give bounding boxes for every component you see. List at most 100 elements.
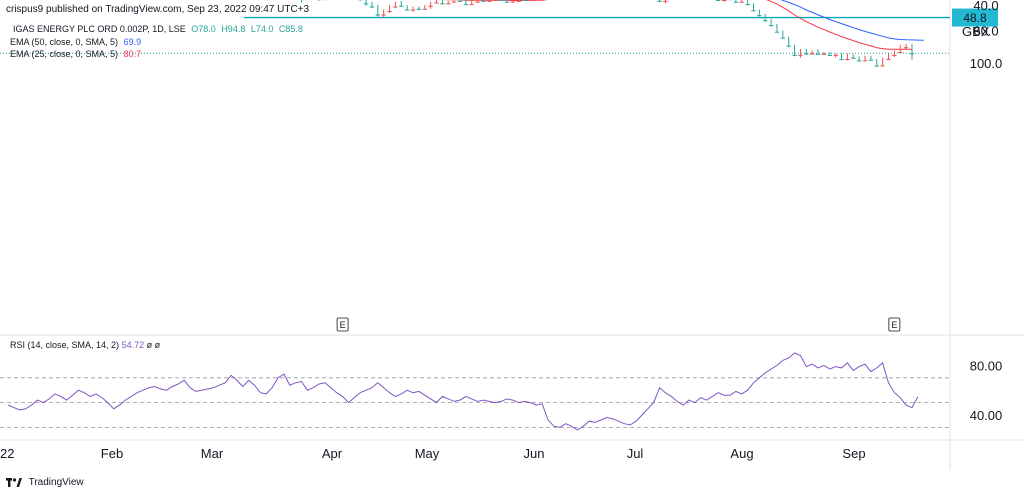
earnings-marker-label: E <box>340 320 346 330</box>
candle-body <box>387 11 391 12</box>
rsi-tick-label: 80.00 <box>970 358 1003 373</box>
candle-body <box>516 1 520 2</box>
candle-body <box>810 53 814 54</box>
candle-body <box>857 60 861 61</box>
candle-body <box>869 60 873 61</box>
candle-body <box>763 20 767 21</box>
footer-brand-label: TradingView <box>29 477 84 488</box>
candle-body <box>863 60 867 61</box>
time-tick-label: Aug <box>730 446 753 461</box>
rsi-value: 54.72 <box>122 340 145 350</box>
candle-body <box>787 46 791 47</box>
candle-body <box>845 59 849 60</box>
symbol-legend: IGAS ENERGY PLC ORD 0.002P, 1D, LSE O78.… <box>10 24 303 34</box>
ohlc-high: H94.8 <box>221 24 245 34</box>
currency-label: GBX <box>962 24 989 39</box>
ema50-label: EMA (50, close, 0, SMA, 5) <box>10 37 118 47</box>
candle-body <box>722 0 726 1</box>
candle-body <box>769 25 773 26</box>
candle-body <box>657 1 661 2</box>
candle-body <box>399 6 403 7</box>
candle-body <box>505 2 509 3</box>
candle-body <box>405 10 409 11</box>
candle-body <box>892 55 896 56</box>
tradingview-logo-icon <box>6 478 22 487</box>
candle-body <box>898 52 902 53</box>
candle-body <box>792 55 796 56</box>
candle-body <box>428 6 432 7</box>
candle-body <box>493 0 497 1</box>
rsi-line <box>8 353 918 430</box>
price-tick-label: 40.0 <box>973 0 998 13</box>
time-tick-label: Feb <box>101 446 123 461</box>
candle-body <box>376 14 380 15</box>
ema25-value: 80.7 <box>124 49 142 59</box>
ema50-legend: EMA (50, close, 0, SMA, 5) 69.9 <box>10 37 141 47</box>
candle-body <box>470 4 474 5</box>
rsi-extra: ø ø <box>147 340 161 350</box>
candle-body <box>511 2 515 3</box>
candle-body <box>740 2 744 3</box>
rsi-tick-label: 40.00 <box>970 408 1003 423</box>
candle-body <box>370 7 374 8</box>
candle-body <box>393 7 397 8</box>
candle-body <box>910 53 914 54</box>
candle-body <box>522 0 526 1</box>
earnings-marker-label: E <box>891 320 897 330</box>
candle-body <box>781 38 785 39</box>
ema25-label: EMA (25, close, 0, SMA, 5) <box>10 49 118 59</box>
publication-credit: crispus9 published on TradingView.com, S… <box>6 4 309 15</box>
time-tick-label: Apr <box>322 446 343 461</box>
candle-body <box>528 0 532 1</box>
time-tick-label: Jul <box>627 446 644 461</box>
candle-body <box>851 58 855 59</box>
time-tick-label: Mar <box>201 446 224 461</box>
candle-body <box>423 9 427 10</box>
candle-body <box>904 47 908 48</box>
candle-body <box>452 2 456 3</box>
time-tick-label: 2022 <box>0 446 14 461</box>
candle-body <box>381 14 385 15</box>
candle-body <box>499 0 503 1</box>
ohlc-low: L74.0 <box>251 24 274 34</box>
candle-body <box>434 3 438 4</box>
candle-body <box>822 54 826 55</box>
candle-body <box>734 2 738 3</box>
candle-body <box>481 1 485 2</box>
candle-body <box>751 10 755 11</box>
candle-body <box>775 32 779 33</box>
price-tick-label: 100.0 <box>970 56 1003 71</box>
candle-body <box>464 4 468 5</box>
candle-body <box>833 55 837 56</box>
rsi-legend: RSI (14, close, SMA, 14, 2) 54.72 ø ø <box>10 340 160 350</box>
ohlc-close: C85.8 <box>279 24 303 34</box>
candle-body <box>828 55 832 56</box>
time-tick-label: May <box>415 446 440 461</box>
candle-body <box>475 2 479 3</box>
time-tick-label: Jun <box>524 446 545 461</box>
time-tick-label: Sep <box>842 446 865 461</box>
ema25-legend: EMA (25, close, 0, SMA, 5) 80.7 <box>10 49 141 59</box>
candle-body <box>487 1 491 2</box>
candle-body <box>798 55 802 56</box>
candle-body <box>364 3 368 4</box>
candle-body <box>446 3 450 4</box>
candle-body <box>804 53 808 54</box>
symbol-title: IGAS ENERGY PLC ORD 0.002P, 1D, LSE <box>13 24 186 34</box>
candle-body <box>880 65 884 66</box>
candle-body <box>875 65 879 66</box>
footer-brand[interactable]: TradingView <box>6 477 84 488</box>
candle-body <box>458 1 462 2</box>
candle-body <box>839 59 843 60</box>
rsi-label: RSI (14, close, SMA, 14, 2) <box>10 340 119 350</box>
candle-body <box>886 59 890 60</box>
ohlc-open: O78.0 <box>191 24 216 34</box>
candle-body <box>816 54 820 55</box>
ema50-value: 69.9 <box>124 37 142 47</box>
candle-body <box>663 1 667 2</box>
candle-body <box>745 4 749 5</box>
candle-body <box>440 3 444 4</box>
candle-body <box>411 10 415 11</box>
